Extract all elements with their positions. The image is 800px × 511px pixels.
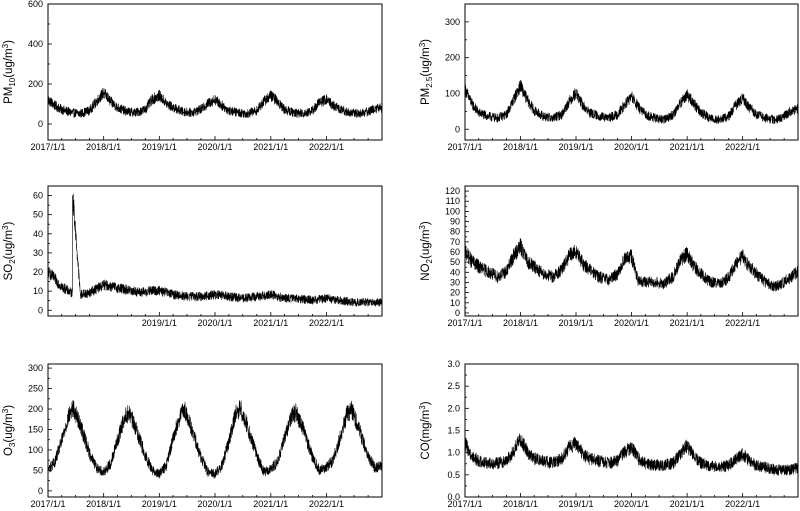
y-tick-label: 80 — [450, 227, 460, 237]
y-tick-label: 200 — [28, 404, 43, 414]
y-tick-label: 0.0 — [447, 492, 460, 502]
y-axis-title-so2: SO2(ug/m3) — [1, 221, 17, 280]
x-tick-label: 2017/1/1 — [447, 142, 482, 152]
y-axis-title-no2: NO2(ug/m3) — [418, 221, 434, 281]
y-tick-label: 600 — [28, 0, 43, 9]
chart-co: 0.0 0.5 1.0 1.5 2.0 2.5 3.0 2017/1/1 2018/1/1 201… — [418, 359, 799, 509]
y-tick-label: 30 — [33, 248, 43, 258]
x-tick-label: 2018/1/1 — [86, 499, 121, 509]
x-tick-label: 2020/1/1 — [197, 499, 232, 509]
plot-frame-pm25 — [464, 3, 799, 141]
x-tick-label: 2022/1/1 — [725, 318, 760, 328]
y-tick-label: 100 — [28, 445, 43, 455]
chart-pm25: 0 100 200 300 2017/1/1 2018/1/1 2019/1/1 2020/1… — [418, 3, 799, 152]
x-tick-label: 2018/1/1 — [503, 499, 538, 509]
x-tick-label: 2017/1/1 — [30, 142, 65, 152]
x-tick-label: 2019/1/1 — [142, 142, 177, 152]
series-line-o3 — [47, 399, 383, 479]
x-tick-label: 2018/1/1 — [86, 142, 121, 152]
y-tick-label: 20 — [33, 267, 43, 277]
x-tick-label: 2019/1/1 — [558, 142, 593, 152]
series-line-pm25 — [464, 79, 799, 125]
x-tick-label: 2019/1/1 — [142, 499, 177, 509]
y-tick-label: 0 — [38, 119, 43, 129]
plot-frame-pm10 — [47, 3, 383, 141]
y-tick-label: 60 — [450, 247, 460, 257]
x-tick-label: 2022/1/1 — [309, 499, 344, 509]
y-tick-label: 0 — [455, 308, 460, 318]
y-tick-label: 10 — [450, 298, 460, 308]
series-line-co — [464, 433, 799, 476]
x-tick-label: 2022/1/1 — [725, 499, 760, 509]
y-tick-label: 40 — [33, 229, 43, 239]
y-tick-label: 2.0 — [447, 403, 460, 413]
y-tick-label: 200 — [445, 53, 460, 63]
x-tick-label: 2018/1/1 — [503, 142, 538, 152]
y-axis-title-pm25: PM2.5(ug/m3) — [418, 39, 434, 105]
y-tick-label: 90 — [450, 217, 460, 227]
y-axis-title-o3: O3(ug/m3) — [1, 405, 17, 456]
x-tick-label: 2022/1/1 — [309, 142, 344, 152]
x-tick-label: 2018/1/1 — [503, 318, 538, 328]
y-tick-label: 1.0 — [447, 448, 460, 458]
x-tick-label: 2019/1/1 — [558, 318, 593, 328]
x-tick-label: 2022/1/1 — [725, 142, 760, 152]
y-tick-label: 30 — [450, 277, 460, 287]
y-tick-label: 0 — [38, 486, 43, 496]
x-tick-label: 2021/1/1 — [253, 499, 288, 509]
y-tick-label: 3.0 — [447, 359, 460, 369]
y-tick-label: 0.5 — [447, 470, 460, 480]
y-tick-label: 20 — [450, 288, 460, 298]
y-tick-label: 200 — [28, 79, 43, 89]
series-line-pm10 — [47, 87, 383, 118]
y-tick-label: 400 — [28, 39, 43, 49]
y-tick-label: 0 — [455, 124, 460, 134]
x-tick-label: 2022/1/1 — [309, 318, 344, 328]
y-tick-label: 120 — [445, 186, 460, 196]
y-tick-label: 50 — [450, 257, 460, 267]
y-tick-label: 50 — [33, 465, 43, 475]
chart-o3: 0 50 100 150 200 250 300 2017/1/1 2018/1/1 2019/1… — [1, 363, 383, 509]
y-axis-title-pm10: PM10(ug/m3) — [1, 40, 17, 104]
x-tick-label: 2017/1/1 — [447, 499, 482, 509]
y-tick-label: 110 — [446, 196, 460, 206]
y-tick-label: 60 — [33, 191, 43, 201]
series-line-no2 — [464, 238, 799, 292]
y-tick-label: 250 — [28, 384, 43, 394]
x-tick-label: 2020/1/1 — [197, 318, 232, 328]
y-axis-title-co: CO(mg/m3) — [418, 401, 432, 459]
x-tick-label: 2020/1/1 — [197, 142, 232, 152]
plot-frame-o3 — [47, 363, 383, 498]
x-tick-label: 2021/1/1 — [253, 318, 288, 328]
x-tick-label: 2019/1/1 — [558, 499, 593, 509]
y-tick-label: 2.5 — [447, 381, 460, 391]
y-tick-label: 10 — [33, 286, 43, 296]
x-tick-label: 2020/1/1 — [614, 318, 649, 328]
y-tick-label: 50 — [33, 210, 43, 220]
y-tick-label: 300 — [445, 17, 460, 27]
x-tick-label: 2021/1/1 — [253, 142, 288, 152]
y-tick-label: 0 — [38, 305, 43, 315]
x-tick-label: 2021/1/1 — [670, 142, 705, 152]
x-tick-label: 2017/1/1 — [447, 318, 482, 328]
y-tick-label: 100 — [445, 88, 460, 98]
series-line-so2 — [47, 193, 383, 307]
y-tick-label: 150 — [28, 424, 43, 434]
y-tick-label: 70 — [450, 237, 460, 247]
chart-so2: 0 10 20 30 40 50 60 2019/1/1 2020/1/1 2021/1/1 202… — [1, 185, 383, 328]
x-tick-label: 2020/1/1 — [614, 142, 649, 152]
y-tick-label: 300 — [28, 363, 43, 373]
x-tick-label: 2019/1/1 — [142, 318, 177, 328]
plot-frame-co — [464, 363, 799, 498]
x-tick-label: 2017/1/1 — [30, 499, 65, 509]
x-tick-label: 2021/1/1 — [670, 499, 705, 509]
x-tick-label: 2020/1/1 — [614, 499, 649, 509]
y-tick-label: 1.5 — [447, 426, 460, 436]
y-tick-label: 40 — [450, 267, 460, 277]
y-tick-label: 100 — [445, 206, 460, 216]
x-tick-label: 2021/1/1 — [670, 318, 705, 328]
chart-pm10: 0 200 400 600 2017/1/1 2018/1/1 2019/1/1 2020/1… — [1, 0, 383, 152]
